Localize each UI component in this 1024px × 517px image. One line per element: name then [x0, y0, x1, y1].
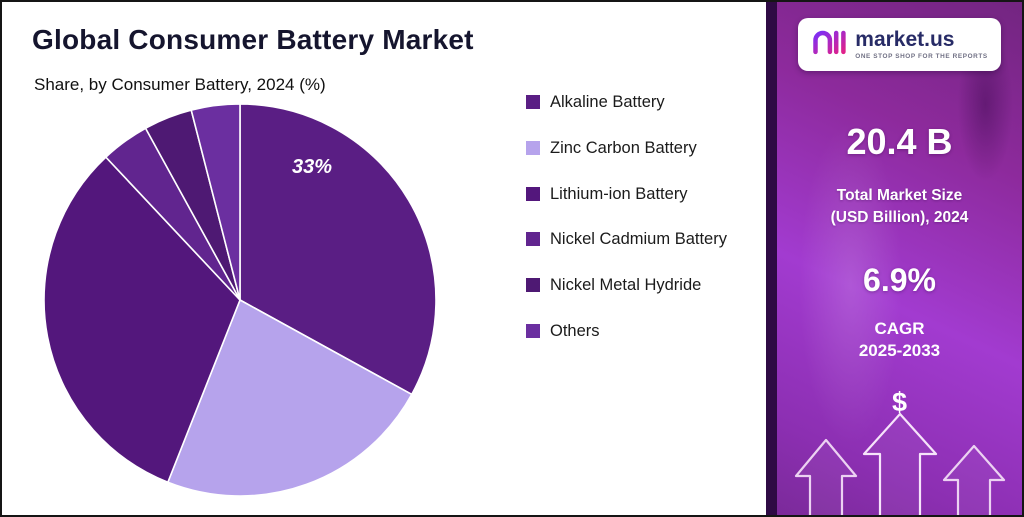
legend-item: Nickel Cadmium Battery	[526, 227, 741, 252]
pie-slice	[43, 156, 241, 484]
pie-slice	[167, 299, 413, 497]
legend-item: Nickel Metal Hydride	[526, 273, 741, 298]
legend-item: Others	[526, 319, 741, 344]
pie-slice	[190, 103, 241, 301]
pie-slice	[239, 103, 437, 396]
cagr-value: 6.9%	[863, 262, 936, 299]
pie-chart: 33%	[40, 100, 440, 500]
dollar-icon: $	[891, 387, 908, 418]
logo-text: market.us ONE STOP SHOP FOR THE REPORTS	[855, 29, 987, 60]
legend-swatch	[526, 323, 540, 338]
legend-swatch	[526, 140, 540, 155]
legend-item: Zinc Carbon Battery	[526, 136, 741, 161]
logo-tagline: ONE STOP SHOP FOR THE REPORTS	[855, 53, 988, 60]
legend-item: Alkaline Battery	[526, 90, 741, 115]
chart-legend: Alkaline Battery Zinc Carbon Battery Lithi…	[526, 90, 741, 344]
pie-data-label: 33%	[292, 156, 333, 178]
market-size-label-line1: Total Market Size	[836, 187, 963, 204]
marketus-logo-icon	[811, 26, 847, 63]
page-title: Global Consumer Battery Market	[32, 24, 474, 55]
legend-label: Others	[550, 321, 600, 340]
growth-arrows-icon	[792, 410, 1008, 515]
cagr-label: CAGR	[874, 319, 925, 339]
market-size-value: 20.4 B	[846, 121, 953, 162]
market-size-label: Total Market Size (USD Billion), 2024	[831, 185, 969, 228]
legend-item: Lithium-ion Battery	[526, 182, 741, 207]
legend-swatch	[526, 278, 540, 292]
legend-label: Alkaline Battery	[550, 93, 665, 111]
market-size-label-line2: (USD Billion), 2024	[830, 208, 969, 226]
legend-swatch	[526, 95, 540, 109]
chart-section: Global Consumer Battery Market Share, by…	[2, 2, 766, 515]
marketus-logo: market.us ONE STOP SHOP FOR THE REPORTS	[798, 18, 1001, 71]
logo-brand: market.us	[855, 28, 955, 51]
legend-swatch	[526, 186, 540, 201]
pie-chart-svg	[43, 103, 437, 497]
legend-label: Zinc Carbon Battery	[550, 138, 697, 157]
cagr-period: 2025-2033	[858, 341, 941, 361]
legend-swatch	[526, 232, 540, 247]
promo-panel: market.us ONE STOP SHOP FOR THE REPORTS …	[766, 2, 1022, 515]
chart-subtitle: Share, by Consumer Battery, 2024 (%)	[34, 75, 326, 94]
legend-label: Nickel Cadmium Battery	[550, 230, 727, 249]
legend-label: Nickel Metal Hydride	[550, 276, 702, 294]
legend-label: Lithium-ion Battery	[550, 184, 688, 203]
